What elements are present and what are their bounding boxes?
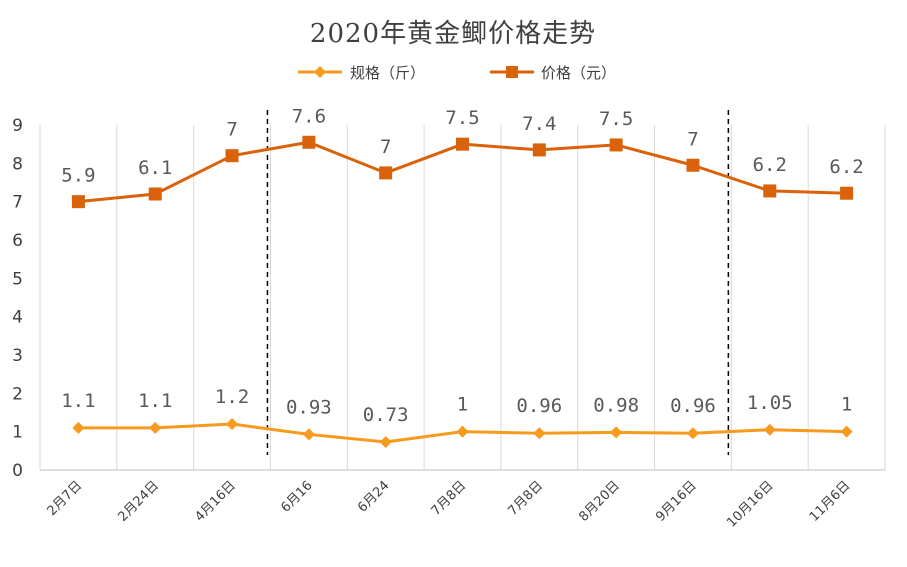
size-point bbox=[379, 436, 392, 449]
y-tick-label: 4 bbox=[12, 308, 23, 328]
price-data-label: 7.5 bbox=[445, 107, 479, 129]
gridlines bbox=[39, 125, 886, 470]
x-tick-label: 7月8日 bbox=[505, 478, 546, 519]
y-tick-label: 7 bbox=[12, 193, 23, 213]
size-data-label: 1.2 bbox=[215, 386, 249, 408]
size-point bbox=[72, 421, 85, 434]
price-data-label: 6.2 bbox=[829, 156, 863, 178]
y-tick-label: 6 bbox=[12, 231, 23, 251]
price-data-label: 5.9 bbox=[61, 165, 95, 187]
price-point bbox=[379, 166, 393, 180]
price-data-label: 7.5 bbox=[599, 108, 633, 130]
x-tick-label: 7月8日 bbox=[429, 478, 470, 519]
size-data-label: 1 bbox=[841, 394, 852, 416]
size-data-label: 0.98 bbox=[593, 394, 639, 416]
y-tick-label: 9 bbox=[12, 116, 23, 136]
size-data-label: 0.93 bbox=[286, 396, 332, 418]
data-labels: 1.1 1.1 1.2 0.93 0.73 1 0.96 0.98 0.96 1.05 1 5.9 6.… bbox=[61, 105, 864, 426]
size-data-label: 1.1 bbox=[61, 390, 95, 412]
size-point bbox=[686, 427, 699, 440]
x-tick-label: 6月24 bbox=[355, 478, 392, 515]
price-point bbox=[71, 195, 85, 209]
x-tick-label: 11月6日 bbox=[807, 478, 854, 525]
size-point bbox=[533, 427, 546, 440]
price-data-label: 6.1 bbox=[138, 157, 172, 179]
price-point bbox=[840, 186, 854, 200]
y-tick-label: 0 bbox=[12, 461, 23, 481]
y-tick-label: 1 bbox=[12, 423, 23, 443]
price-point bbox=[302, 135, 316, 149]
size-data-label: 0.73 bbox=[363, 404, 409, 426]
size-data-label: 0.96 bbox=[670, 395, 716, 417]
price-point bbox=[532, 143, 546, 157]
y-tick-label: 2 bbox=[12, 384, 23, 404]
x-tick-label: 10月16日 bbox=[724, 478, 776, 530]
size-data-label: 0.96 bbox=[516, 395, 562, 417]
x-tick-label: 8月20日 bbox=[576, 478, 623, 525]
x-tick-label: 9月16日 bbox=[653, 478, 700, 525]
chart-title: 2020年黄金鲫价格走势 bbox=[310, 19, 596, 49]
price-point bbox=[763, 184, 777, 198]
size-point bbox=[149, 421, 162, 434]
legend: 规格（斤） 价格（元） bbox=[298, 64, 616, 82]
y-tick-label: 8 bbox=[12, 154, 23, 174]
size-point bbox=[610, 426, 623, 439]
price-data-label: 7.6 bbox=[292, 105, 326, 127]
price-data-label: 7 bbox=[226, 119, 237, 141]
y-tick-labels: 0 1 2 3 4 5 6 7 8 9 bbox=[12, 116, 23, 481]
price-data-label: 7.4 bbox=[522, 113, 556, 135]
dashed-dividers bbox=[266, 110, 730, 455]
size-point bbox=[456, 425, 469, 438]
x-tick-label: 2月7日 bbox=[45, 478, 86, 519]
x-tick-label: 6月16 bbox=[278, 478, 315, 515]
price-data-label: 6.2 bbox=[753, 154, 787, 176]
price-point bbox=[148, 187, 162, 201]
price-data-label: 7 bbox=[687, 128, 698, 150]
size-data-label: 1 bbox=[457, 394, 468, 416]
x-tick-labels: 2月7日 2月24日 4月16日 6月16 6月24 7月8日 7月8日 8月20日 9月16日… bbox=[45, 478, 854, 530]
size-data-label: 1.1 bbox=[138, 390, 172, 412]
legend-label-price: 价格（元） bbox=[541, 64, 616, 82]
size-point bbox=[302, 428, 315, 441]
price-data-label: 7 bbox=[380, 136, 391, 158]
size-data-label: 1.05 bbox=[747, 392, 793, 414]
price-point bbox=[686, 158, 700, 172]
size-point bbox=[763, 423, 776, 436]
size-point bbox=[840, 425, 853, 438]
legend-swatch-price-marker bbox=[506, 66, 518, 78]
legend-label-size: 规格（斤） bbox=[350, 64, 425, 82]
legend-swatch-size-marker bbox=[314, 66, 326, 78]
x-tick-label: 2月24日 bbox=[116, 478, 163, 525]
price-point bbox=[609, 138, 623, 152]
size-point bbox=[226, 418, 239, 430]
y-tick-label: 5 bbox=[12, 269, 23, 289]
price-point bbox=[456, 137, 469, 151]
x-tick-label: 4月16日 bbox=[192, 478, 239, 525]
y-tick-label: 3 bbox=[12, 346, 23, 366]
price-point bbox=[225, 149, 239, 163]
series bbox=[71, 135, 854, 449]
